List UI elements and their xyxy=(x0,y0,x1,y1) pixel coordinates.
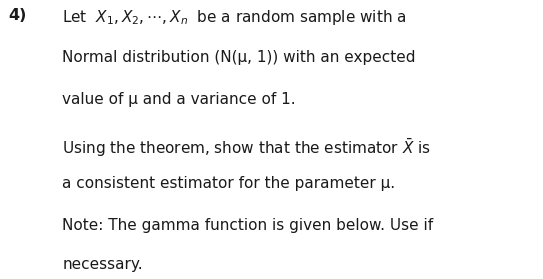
Text: Using the theorem, show that the estimator $\bar{X}$ is: Using the theorem, show that the estimat… xyxy=(62,137,431,159)
Text: a consistent estimator for the parameter μ.: a consistent estimator for the parameter… xyxy=(62,176,395,191)
Text: necessary.: necessary. xyxy=(62,257,143,272)
Text: value of μ and a variance of 1.: value of μ and a variance of 1. xyxy=(62,92,296,107)
Text: 4): 4) xyxy=(8,8,27,23)
Text: Normal distribution (N(μ, 1)) with an expected: Normal distribution (N(μ, 1)) with an ex… xyxy=(62,50,416,65)
Text: Note: The gamma function is given below. Use if: Note: The gamma function is given below.… xyxy=(62,218,433,233)
Text: Let  $X_1, X_2, \cdots, X_n$  be a random sample with a: Let $X_1, X_2, \cdots, X_n$ be a random … xyxy=(62,8,407,27)
